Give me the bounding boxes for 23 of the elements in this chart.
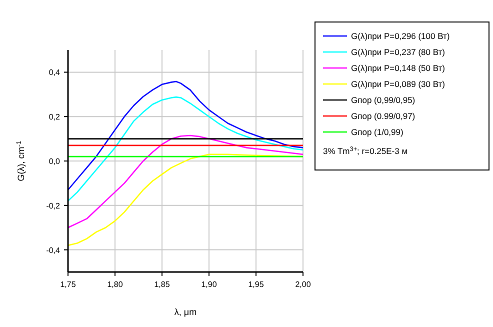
legend-label: Gпор (1/0,99) (351, 127, 404, 137)
y-tick-label: 0,4 (48, 68, 61, 78)
x-axis-title: λ, μm (174, 307, 197, 317)
y-tick-label: 0,2 (48, 112, 61, 122)
y-tick-label: -0,2 (46, 201, 61, 210)
x-tick-label: 1,85 (154, 280, 170, 289)
legend-label: Gпор (0.99/0,97) (351, 111, 416, 121)
y-tick-label: 0,0 (48, 157, 61, 166)
x-tick-label: 1,80 (107, 280, 124, 289)
x-tick-label: 1,95 (248, 280, 264, 289)
legend-label: G(λ)при P=0,148 (50 Вт) (351, 63, 446, 73)
text: 3% Tm$^{3+}$; r=0.25E-3 м (323, 146, 408, 156)
line-series (67, 134, 304, 228)
legend-label: G(λ)при P=0,237 (80 Вт) (351, 47, 446, 57)
legend-label: G(λ)при P=0,089 (30 Вт) (351, 79, 446, 89)
line-series (67, 80, 304, 191)
legend-label: G(λ)при P=0,296 (100 Вт) (351, 31, 450, 41)
x-tick-label: 1,75 (60, 280, 76, 289)
y-tick-label: -0,4 (46, 246, 61, 255)
legend-label: Gпор (0,99/0,95) (351, 95, 416, 105)
x-tick-label: 1,90 (201, 280, 218, 289)
x-tick-label: 2,00 (295, 280, 312, 289)
line-series (67, 96, 304, 202)
